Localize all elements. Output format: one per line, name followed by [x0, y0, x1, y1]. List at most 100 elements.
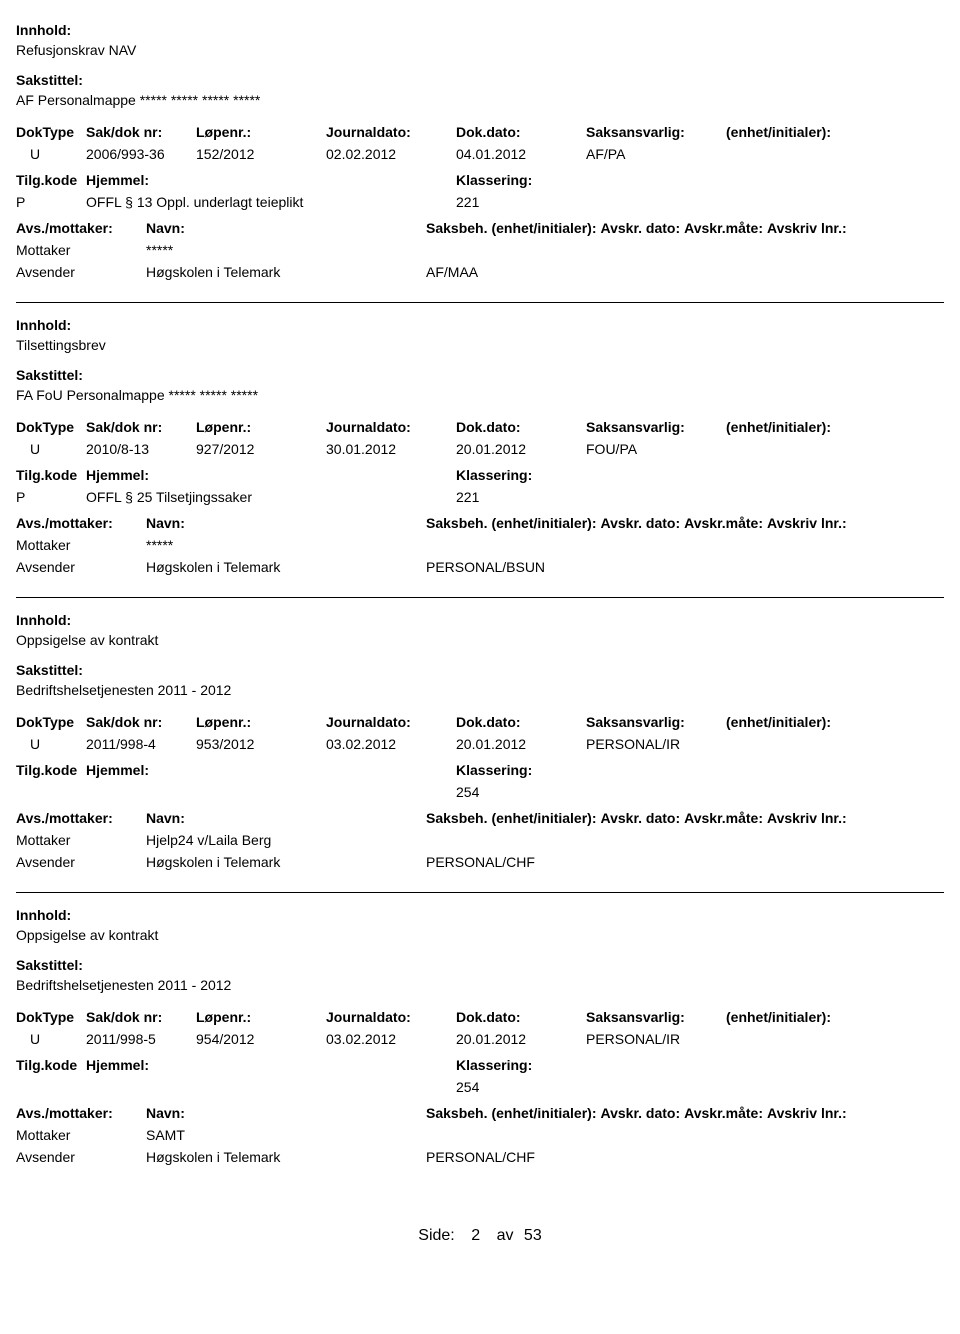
mottaker-name: Hjelp24 v/Laila Berg	[146, 832, 426, 848]
innhold-label: Innhold:	[16, 907, 944, 923]
hdr-tilgkode: Tilg.kode	[16, 762, 86, 778]
hdr-avskriv-lnr: Avskriv lnr.:	[767, 515, 847, 531]
val-enhet-init	[726, 736, 944, 752]
avsender-saksbeh-unit: PERSONAL/BSUN	[426, 559, 944, 575]
val-journaldato: 03.02.2012	[326, 1031, 456, 1047]
hdr-tilgkode: Tilg.kode	[16, 172, 86, 188]
meta-header-row: DokType Sak/dok nr: Løpenr.: Journaldato…	[16, 714, 944, 730]
sakstittel-value: Bedriftshelsetjenesten 2011 - 2012	[16, 977, 944, 993]
hdr-avs-mottaker: Avs./mottaker:	[16, 515, 146, 531]
val-saksansvarlig: PERSONAL/IR	[586, 736, 726, 752]
innhold-value: Oppsigelse av kontrakt	[16, 927, 944, 943]
val-dokdato: 20.01.2012	[456, 736, 586, 752]
val-dokdato: 04.01.2012	[456, 146, 586, 162]
mottaker-role-label: Mottaker	[16, 242, 146, 258]
hdr-enhet-init: (enhet/initialer):	[726, 124, 944, 140]
sakstittel-value: Bedriftshelsetjenesten 2011 - 2012	[16, 682, 944, 698]
val-klassering: 254	[456, 1079, 944, 1095]
hdr-klassering: Klassering:	[456, 1057, 944, 1073]
avs-header-row: Avs./mottaker: Navn: Saksbeh. (enhet/ini…	[16, 810, 944, 826]
hdr-klassering: Klassering:	[456, 467, 944, 483]
hdr-avskr-mate: Avskr.måte:	[684, 1105, 763, 1121]
hdr-journaldato: Journaldato:	[326, 1009, 456, 1025]
hdr-saksbeh-enhet: (enhet/initialer):	[491, 1105, 596, 1121]
hdr-lopenr: Løpenr.:	[196, 419, 326, 435]
hdr-sakdoknr: Sak/dok nr:	[86, 124, 196, 140]
val-enhet-init	[726, 146, 944, 162]
journal-record: Innhold: Refusjonskrav NAV Sakstittel: A…	[16, 22, 944, 303]
hdr-sakdoknr: Sak/dok nr:	[86, 714, 196, 730]
val-doktype: U	[16, 146, 86, 162]
meta-values-row: U 2010/8-13 927/2012 30.01.2012 20.01.20…	[16, 441, 944, 457]
val-hjemmel: OFFL § 13 Oppl. underlagt teieplikt	[86, 194, 456, 210]
hdr-saksbeh-block: Saksbeh. (enhet/initialer): Avskr. dato:…	[426, 810, 944, 826]
hdr-saksbeh-enhet: (enhet/initialer):	[491, 515, 596, 531]
val-journaldato: 02.02.2012	[326, 146, 456, 162]
hdr-doktype: DokType	[16, 1009, 86, 1025]
val-hjemmel	[86, 784, 456, 800]
hdr-dokdato: Dok.dato:	[456, 1009, 586, 1025]
val-lopenr: 954/2012	[196, 1031, 326, 1047]
mottaker-role-label: Mottaker	[16, 1127, 146, 1143]
hdr-dokdato: Dok.dato:	[456, 124, 586, 140]
avs-header-row: Avs./mottaker: Navn: Saksbeh. (enhet/ini…	[16, 515, 944, 531]
hdr-saksbeh: Saksbeh.	[426, 1105, 487, 1121]
mottaker-name: SAMT	[146, 1127, 426, 1143]
val-enhet-init	[726, 1031, 944, 1047]
page-footer: Side: 2 av 53	[16, 1227, 944, 1245]
hdr-avs-mottaker: Avs./mottaker:	[16, 810, 146, 826]
val-hjemmel	[86, 1079, 456, 1095]
mottaker-unit	[426, 1127, 944, 1143]
hdr-avskriv-lnr: Avskriv lnr.:	[767, 1105, 847, 1121]
val-hjemmel: OFFL § 25 Tilsetjingssaker	[86, 489, 456, 505]
mottaker-role-label: Mottaker	[16, 832, 146, 848]
innhold-value: Oppsigelse av kontrakt	[16, 632, 944, 648]
hdr-saksbeh-enhet: (enhet/initialer):	[491, 220, 596, 236]
meta-values-row: U 2006/993-36 152/2012 02.02.2012 04.01.…	[16, 146, 944, 162]
tilg-values-row: P OFFL § 13 Oppl. underlagt teieplikt 22…	[16, 194, 944, 210]
hdr-journaldato: Journaldato:	[326, 714, 456, 730]
val-sakdoknr: 2011/998-4	[86, 736, 196, 752]
avsender-saksbeh-unit: AF/MAA	[426, 264, 944, 280]
footer-current: 2	[471, 1227, 480, 1244]
avsender-role-label: Avsender	[16, 559, 146, 575]
tilg-values-row: 254	[16, 1079, 944, 1095]
hdr-saksbeh-enhet: (enhet/initialer):	[491, 810, 596, 826]
val-lopenr: 953/2012	[196, 736, 326, 752]
hdr-hjemmel: Hjemmel:	[86, 467, 456, 483]
tilg-header-row: Tilg.kode Hjemmel: Klassering:	[16, 1057, 944, 1073]
val-tilgkode	[16, 784, 86, 800]
hdr-enhet-init: (enhet/initialer):	[726, 1009, 944, 1025]
val-journaldato: 03.02.2012	[326, 736, 456, 752]
hdr-saksansvarlig: Saksansvarlig:	[586, 1009, 726, 1025]
avsender-row: Avsender Høgskolen i Telemark PERSONAL/C…	[16, 1149, 944, 1165]
val-enhet-init	[726, 441, 944, 457]
hdr-saksbeh: Saksbeh.	[426, 810, 487, 826]
meta-header-row: DokType Sak/dok nr: Løpenr.: Journaldato…	[16, 1009, 944, 1025]
val-doktype: U	[16, 441, 86, 457]
hdr-avskriv-lnr: Avskriv lnr.:	[767, 810, 847, 826]
journal-record: Innhold: Oppsigelse av kontrakt Sakstitt…	[16, 612, 944, 893]
hdr-avskr-dato: Avskr. dato:	[601, 515, 681, 531]
hdr-saksansvarlig: Saksansvarlig:	[586, 124, 726, 140]
hdr-doktype: DokType	[16, 714, 86, 730]
meta-values-row: U 2011/998-4 953/2012 03.02.2012 20.01.2…	[16, 736, 944, 752]
meta-header-row: DokType Sak/dok nr: Løpenr.: Journaldato…	[16, 124, 944, 140]
avsender-row: Avsender Høgskolen i Telemark PERSONAL/C…	[16, 854, 944, 870]
hdr-lopenr: Løpenr.:	[196, 1009, 326, 1025]
hdr-navn: Navn:	[146, 220, 426, 236]
hdr-avskr-mate: Avskr.måte:	[684, 810, 763, 826]
val-lopenr: 152/2012	[196, 146, 326, 162]
avsender-name: Høgskolen i Telemark	[146, 854, 426, 870]
hdr-saksbeh: Saksbeh.	[426, 515, 487, 531]
val-sakdoknr: 2010/8-13	[86, 441, 196, 457]
mottaker-name: *****	[146, 242, 426, 258]
mottaker-row: Mottaker *****	[16, 242, 944, 258]
sakstittel-label: Sakstittel:	[16, 367, 944, 383]
tilg-values-row: P OFFL § 25 Tilsetjingssaker 221	[16, 489, 944, 505]
val-tilgkode: P	[16, 194, 86, 210]
hdr-lopenr: Løpenr.:	[196, 124, 326, 140]
sakstittel-label: Sakstittel:	[16, 72, 944, 88]
mottaker-unit	[426, 242, 944, 258]
hdr-enhet-init: (enhet/initialer):	[726, 419, 944, 435]
